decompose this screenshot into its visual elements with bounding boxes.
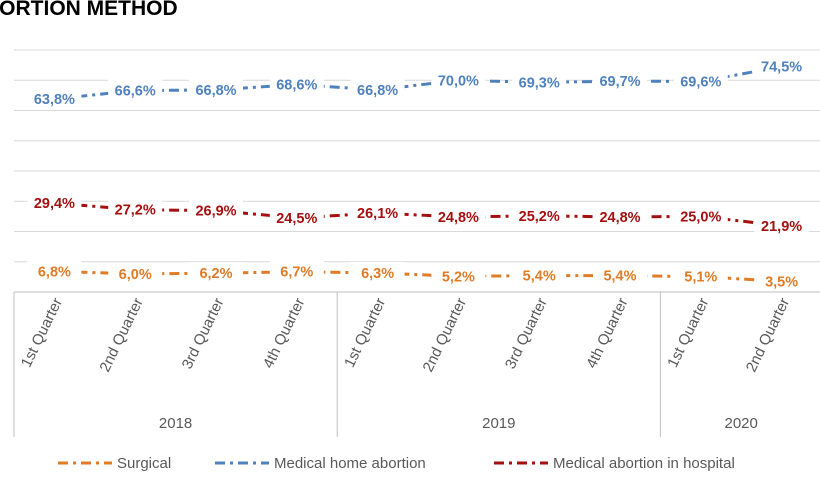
data-label-bg <box>350 78 405 99</box>
legend: Surgical Medical home abortion Medical abo… <box>58 455 735 472</box>
data-label-medical-abortion-in-hospital: 21,9% <box>761 219 802 235</box>
data-label-bg <box>350 261 405 282</box>
data-label-medical-abortion-in-hospital: 25,2% <box>519 209 560 225</box>
x-tick-label: 2nd Quarter <box>420 295 470 374</box>
data-label-medical-abortion-in-hospital: 24,5% <box>276 211 317 227</box>
data-label-medical-home-abortion: 68,6% <box>276 77 317 93</box>
data-label-medical-abortion-in-hospital: 26,1% <box>357 206 398 222</box>
data-label-bg <box>269 73 324 94</box>
data-label-bg <box>27 260 82 281</box>
data-label-medical-abortion-in-hospital: 26,9% <box>195 204 236 220</box>
data-label-bg <box>512 204 567 225</box>
data-label-surgical: 5,2% <box>442 269 475 285</box>
data-label-surgical: 6,2% <box>199 266 232 282</box>
data-label-bg <box>189 199 243 220</box>
data-label-medical-home-abortion: 70,0% <box>438 73 479 89</box>
x-tick-label: 2nd Quarter <box>96 295 146 374</box>
year-label-2018: 2018 <box>159 415 192 432</box>
data-label-bg <box>673 205 728 226</box>
data-label-surgical: 6,3% <box>361 266 394 282</box>
data-label-bg <box>269 260 324 281</box>
data-label-medical-home-abortion: 69,7% <box>599 74 640 90</box>
year-label-2019: 2019 <box>482 415 515 432</box>
data-label-bg <box>108 198 163 219</box>
data-label-medical-abortion-in-hospital: 25,0% <box>680 209 721 225</box>
data-label-medical-abortion-in-hospital: 29,4% <box>34 196 75 212</box>
data-label-bg <box>108 262 163 283</box>
data-label-bg <box>593 70 647 91</box>
x-tick-label: 1st Quarter <box>18 295 66 370</box>
data-label-medical-home-abortion: 66,8% <box>195 83 236 99</box>
chart-title: BORTION METHOD <box>0 0 178 20</box>
data-label-medical-home-abortion: 66,8% <box>357 83 398 99</box>
x-tick-label: 3rd Quarter <box>502 295 551 371</box>
data-labels: 63,8% 66,6% 66,8% 68,6% 66,8% 70,0% 69,3% 69,7%… <box>27 55 809 291</box>
data-label-bg <box>512 71 567 92</box>
legend-label-medical-abortion-in-hospital: Medical abortion in hospital <box>553 455 735 472</box>
data-label-bg <box>27 88 82 109</box>
data-label-medical-home-abortion: 69,6% <box>680 74 721 90</box>
data-label-bg <box>593 205 647 226</box>
data-label-surgical: 3,5% <box>765 274 798 290</box>
series-line-medical-abortion-in-hospital <box>54 201 782 228</box>
data-label-bg <box>431 265 486 286</box>
data-label-bg <box>673 265 728 286</box>
data-label-bg <box>108 79 163 100</box>
series-line-surgical <box>54 269 782 283</box>
x-tick-label: 3rd Quarter <box>179 295 228 371</box>
data-label-bg <box>27 192 82 213</box>
data-label-medical-home-abortion: 66,6% <box>115 84 156 100</box>
data-label-medical-abortion-in-hospital: 27,2% <box>115 203 156 219</box>
x-axis-labels: 1st Quarter 2nd Quarter 3rd Quarter 4th Qua… <box>18 295 793 432</box>
legend-label-medical-home-abortion: Medical home abortion <box>274 455 426 472</box>
x-tick-label: 4th Quarter <box>260 295 309 371</box>
data-label-surgical: 5,4% <box>603 269 636 285</box>
series-lines <box>54 65 782 283</box>
data-label-medical-home-abortion: 63,8% <box>34 92 75 108</box>
data-label-surgical: 6,8% <box>38 264 71 280</box>
data-label-bg <box>189 78 243 99</box>
data-label-bg <box>754 270 809 291</box>
data-label-bg <box>512 264 567 285</box>
data-label-bg <box>189 262 243 283</box>
series-line-medical-home-abortion <box>54 65 782 101</box>
x-tick-label: 1st Quarter <box>664 295 712 370</box>
data-label-surgical: 6,7% <box>280 265 313 281</box>
data-label-bg <box>350 202 405 223</box>
data-label-surgical: 5,4% <box>523 269 556 285</box>
data-label-bg <box>431 205 486 226</box>
year-label-2020: 2020 <box>725 415 758 432</box>
data-label-bg <box>754 55 809 76</box>
data-label-bg <box>269 206 324 227</box>
data-label-surgical: 5,1% <box>684 270 717 286</box>
data-label-bg <box>593 264 647 285</box>
data-label-surgical: 6,0% <box>119 267 152 283</box>
data-label-medical-home-abortion: 74,5% <box>761 60 802 76</box>
x-tick-label: 2nd Quarter <box>743 295 793 374</box>
legend-label-surgical: Surgical <box>117 455 171 472</box>
data-label-medical-abortion-in-hospital: 24,8% <box>599 210 640 226</box>
x-tick-label: 1st Quarter <box>341 295 389 370</box>
data-label-bg <box>431 69 486 90</box>
axes <box>13 291 820 437</box>
x-tick-label: 4th Quarter <box>583 295 632 371</box>
data-label-medical-home-abortion: 69,3% <box>519 75 560 91</box>
data-label-bg <box>673 70 728 91</box>
data-label-medical-abortion-in-hospital: 24,8% <box>438 210 479 226</box>
data-label-bg <box>754 214 809 235</box>
